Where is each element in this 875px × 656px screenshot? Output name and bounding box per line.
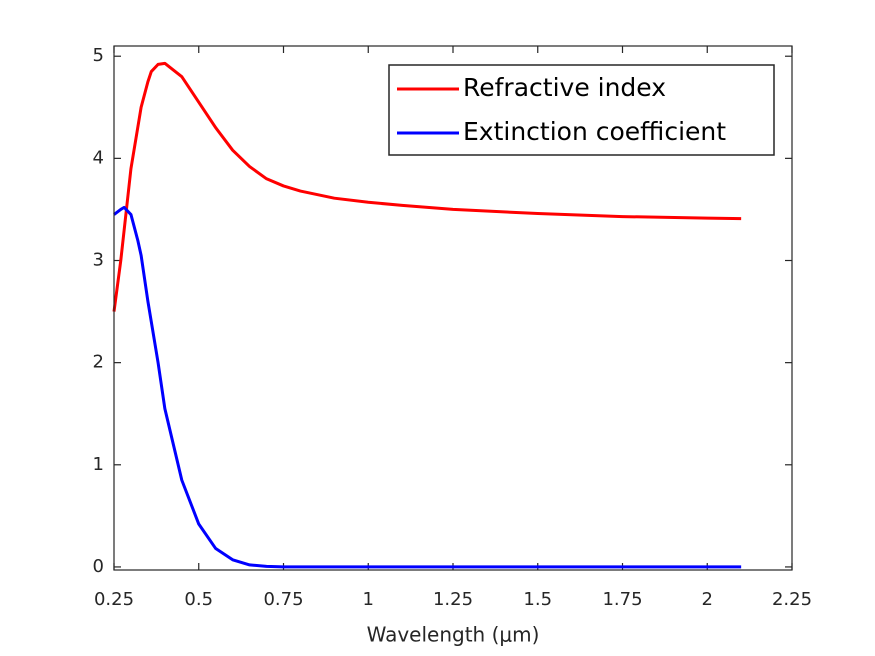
axes-box [113, 45, 793, 571]
x-axis-label: Wavelength (μm) [367, 623, 540, 647]
x-tick-label: 1 [363, 589, 374, 610]
legend: Refractive index Extinction coefficient [388, 64, 775, 156]
legend-label: Refractive index [463, 73, 666, 102]
legend-label: Extinction coefficient [463, 117, 726, 146]
x-tick-label: 1.25 [433, 589, 473, 610]
x-tick-label: 2.25 [772, 589, 812, 610]
data-line [112, 61, 742, 312]
y-tick-label: 1 [93, 454, 104, 475]
x-tick-label: 0.75 [263, 589, 303, 610]
legend-box [388, 64, 775, 156]
y-tick-label: 5 [93, 45, 104, 66]
x-tick-label: 2 [702, 589, 713, 610]
data-line [113, 205, 742, 569]
x-tick-label: 1.75 [602, 589, 642, 610]
y-tick-label: 4 [93, 147, 104, 168]
x-tick-label: 0.5 [184, 589, 213, 610]
y-tick-label: 3 [93, 250, 104, 271]
y-tick-label: 2 [93, 352, 104, 373]
x-tick-label: 1.5 [523, 589, 552, 610]
x-tick-label: 0.25 [94, 589, 134, 610]
y-tick-label: 0 [93, 556, 104, 577]
